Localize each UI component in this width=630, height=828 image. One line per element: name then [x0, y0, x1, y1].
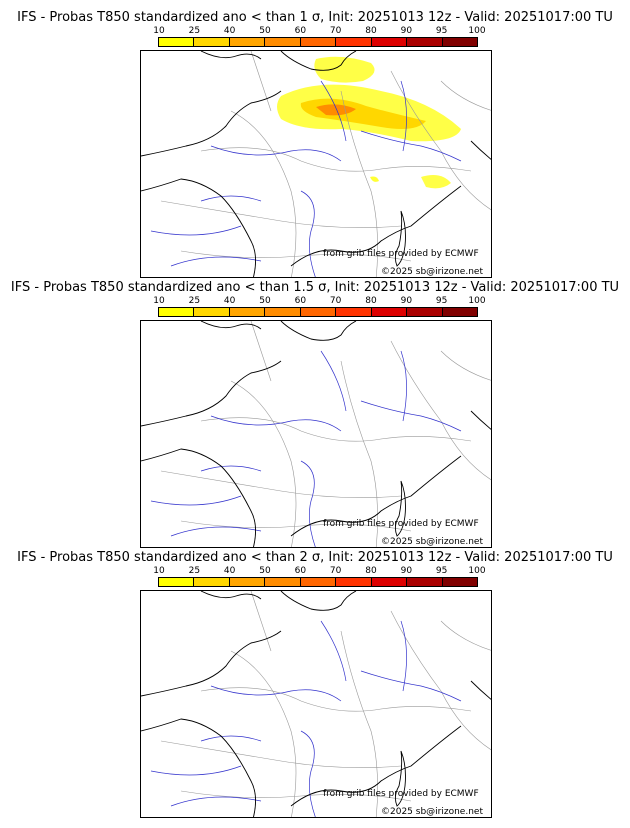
colorbar-tick-label: 100 [468, 566, 486, 576]
colorbar-segment [407, 308, 443, 316]
colorbar [158, 37, 478, 47]
copyright-credit: ©2025 sb@irizone.net [381, 267, 483, 277]
colorbar-segment [300, 578, 337, 586]
colorbar-segment [265, 578, 301, 586]
colorbar-tick-label: 50 [259, 26, 271, 36]
colorbar-segment [265, 308, 301, 316]
colorbar-tick-label: 60 [294, 566, 307, 576]
colorbar-tick-label: 80 [365, 566, 377, 576]
colorbar-tick-label: 70 [329, 296, 342, 306]
colorbar-segment [442, 308, 477, 316]
colorbar-segment [159, 578, 195, 586]
colorbar-segment [442, 38, 477, 46]
colorbar-segment [300, 308, 337, 316]
colorbar-tick-label: 25 [188, 296, 201, 306]
coastlines [141, 321, 491, 547]
colorbar-segment [371, 308, 408, 316]
colorbar-segment [407, 578, 443, 586]
colorbar-tick-label: 80 [365, 296, 377, 306]
colorbar-segment [194, 578, 230, 586]
colorbar-tick-label: 70 [329, 26, 342, 36]
map-panel-1: IFS - Probas T850 standardized ano < tha… [0, 10, 630, 280]
colorbar-segment [229, 38, 266, 46]
colorbar [158, 577, 478, 587]
colorbar-segment [336, 578, 372, 586]
colorbar-segment [229, 578, 266, 586]
colorbar-tick-label: 10 [153, 566, 165, 576]
colorbar-tick-label: 40 [223, 296, 236, 306]
colorbar-tick-label: 25 [188, 566, 201, 576]
colorbar-tick-label: 50 [259, 296, 271, 306]
data-source-credit: from grib files provided by ECMWF [323, 519, 479, 529]
map-panel-3: IFS - Probas T850 standardized ano < tha… [0, 550, 630, 820]
colorbar-tick-label: 40 [223, 566, 236, 576]
colorbar-tick-label: 25 [188, 26, 201, 36]
colorbar-segment [159, 38, 195, 46]
colorbar-labels: 10 25 40 50 60 70 80 90 95 100 [153, 26, 485, 37]
coastlines [141, 51, 491, 277]
colorbar-segment [336, 308, 372, 316]
colorbar-segment [407, 38, 443, 46]
rivers [150, 620, 462, 817]
colorbar-segment [265, 38, 301, 46]
probability-shading [277, 56, 461, 189]
panel-title: IFS - Probas T850 standardized ano < tha… [17, 550, 613, 565]
map-frame: from grib files provided by ECMWF ©2025 … [140, 50, 492, 278]
colorbar-segment [194, 308, 230, 316]
map-frame: from grib files provided by ECMWF ©2025 … [140, 590, 492, 818]
colorbar [158, 307, 478, 317]
colorbar-segment [229, 308, 266, 316]
country-borders [160, 591, 491, 817]
colorbar-segment [300, 38, 337, 46]
colorbar-tick-label: 60 [294, 296, 307, 306]
colorbar-tick-label: 90 [400, 566, 413, 576]
colorbar-tick-label: 60 [294, 26, 307, 36]
colorbar-labels: 10 25 40 50 60 70 80 90 95 100 [153, 566, 485, 577]
colorbar-segment [159, 308, 195, 316]
colorbar-tick-label: 90 [400, 26, 413, 36]
colorbar-tick-label: 10 [153, 26, 165, 36]
colorbar-tick-label: 95 [435, 26, 448, 36]
colorbar-segment [371, 578, 408, 586]
colorbar-tick-label: 95 [435, 566, 448, 576]
colorbar-tick-label: 100 [468, 296, 486, 306]
colorbar-tick-label: 10 [153, 296, 165, 306]
colorbar-tick-label: 50 [259, 566, 271, 576]
map-frame: from grib files provided by ECMWF ©2025 … [140, 320, 492, 548]
rivers [150, 80, 462, 277]
panel-title: IFS - Probas T850 standardized ano < tha… [10, 280, 620, 295]
colorbar-labels: 10 25 40 50 60 70 80 90 95 100 [153, 296, 485, 307]
colorbar-segment [194, 38, 230, 46]
colorbar-tick-label: 40 [223, 26, 236, 36]
colorbar-tick-label: 100 [468, 26, 486, 36]
colorbar-segment [336, 38, 372, 46]
colorbar-tick-label: 90 [400, 296, 413, 306]
country-borders [160, 321, 491, 547]
colorbar-tick-label: 70 [329, 566, 342, 576]
copyright-credit: ©2025 sb@irizone.net [381, 807, 483, 817]
data-source-credit: from grib files provided by ECMWF [323, 249, 479, 259]
coastlines [141, 591, 491, 817]
colorbar-segment [442, 578, 477, 586]
colorbar-segment [371, 38, 408, 46]
colorbar-tick-label: 80 [365, 26, 377, 36]
map-panel-2: IFS - Probas T850 standardized ano < tha… [0, 280, 630, 550]
data-source-credit: from grib files provided by ECMWF [323, 789, 479, 799]
panel-title: IFS - Probas T850 standardized ano < tha… [17, 10, 613, 25]
rivers [150, 350, 462, 547]
colorbar-tick-label: 95 [435, 296, 448, 306]
country-borders [160, 51, 491, 277]
copyright-credit: ©2025 sb@irizone.net [381, 537, 483, 547]
